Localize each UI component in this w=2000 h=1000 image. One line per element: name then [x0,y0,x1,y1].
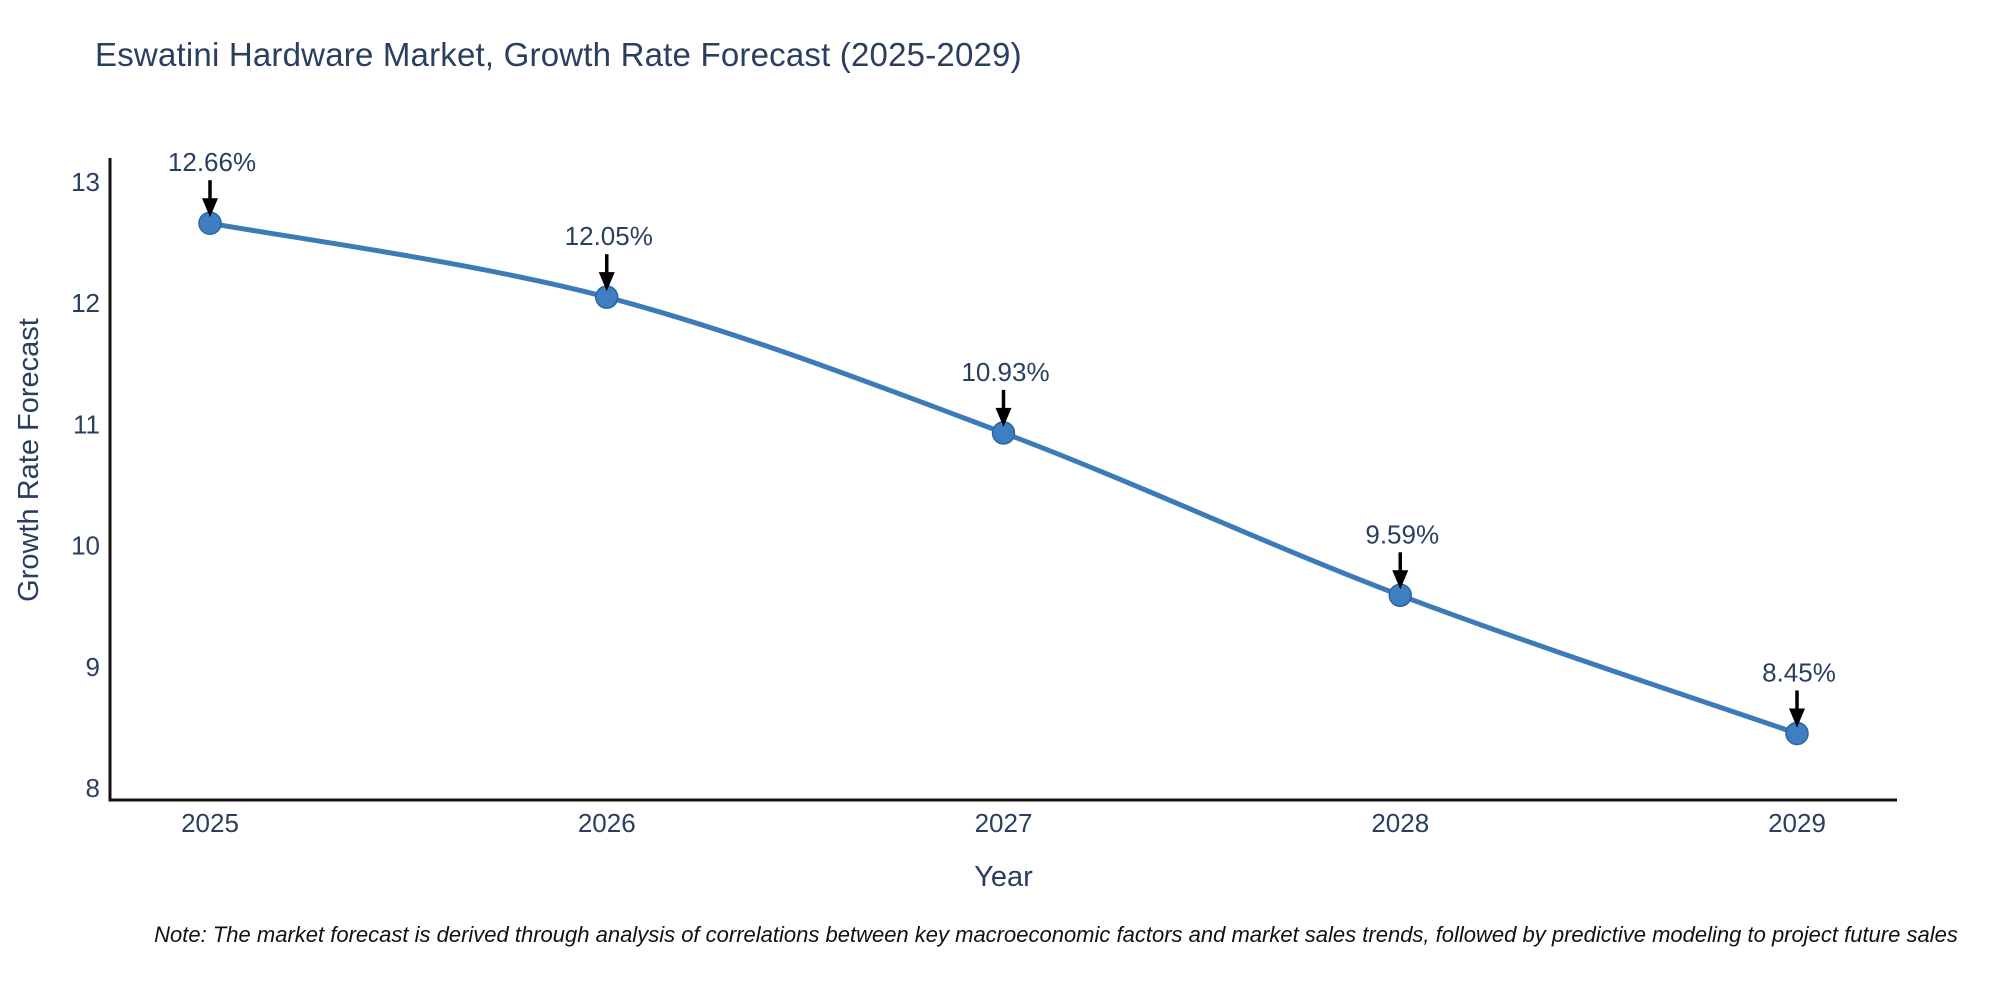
annotation-arrowhead-icon [995,407,1012,427]
data-point-label: 12.66% [168,147,256,177]
y-tick-label: 12 [71,288,100,318]
data-point-label: 8.45% [1762,657,1836,687]
y-tick-label: 10 [71,531,100,561]
y-axis-title: Growth Rate Forecast [13,318,45,602]
chart-title: Eswatini Hardware Market, Growth Rate Fo… [95,36,1022,73]
data-point-label: 9.59% [1365,519,1439,549]
x-tick-label: 2027 [975,808,1033,838]
annotation-arrowhead-icon [598,272,615,292]
annotation-arrowhead-icon [1392,570,1409,590]
data-point-label: 10.93% [961,357,1049,387]
y-tick-label: 11 [73,409,100,439]
x-tick-label: 2029 [1768,808,1826,838]
y-tick-label: 13 [71,167,100,197]
x-tick-label: 2025 [181,808,239,838]
x-tick-label: 2026 [578,808,636,838]
data-point-label: 12.05% [565,221,653,251]
annotation-arrowhead-icon [1789,708,1805,728]
footnote: Note: The market forecast is derived thr… [154,922,1958,947]
annotation-arrowhead-icon [202,198,218,218]
y-tick-label: 8 [86,773,100,803]
x-axis-title: Year [974,861,1033,893]
x-tick-label: 2028 [1371,808,1429,838]
y-tick-label: 9 [86,652,100,682]
trend-line [207,220,1800,736]
